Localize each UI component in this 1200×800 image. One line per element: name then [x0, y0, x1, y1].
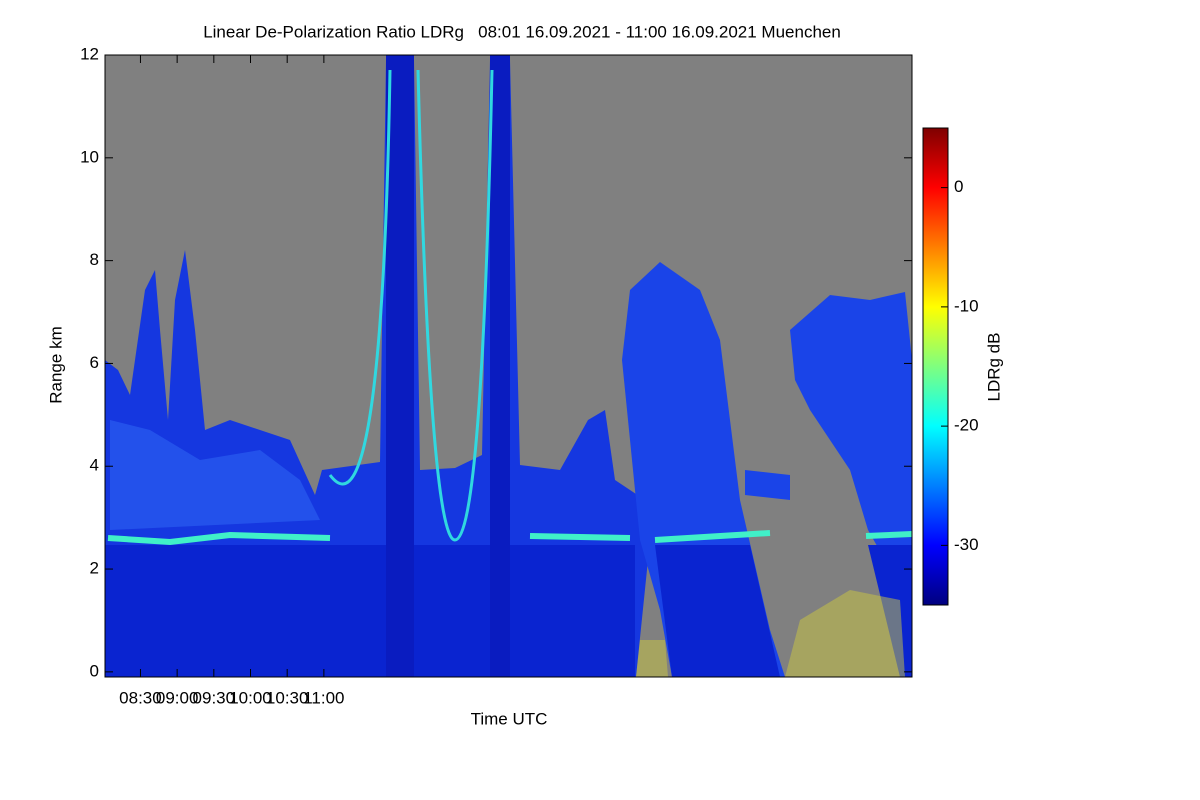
y-tick-label: 0	[90, 661, 99, 680]
y-tick-label: 6	[90, 353, 99, 372]
colorbar-label: LDRg dB	[984, 333, 1003, 402]
x-axis-label: Time UTC	[471, 709, 548, 728]
y-tick-label: 12	[80, 44, 99, 63]
x-tick-label: 09:30	[193, 688, 236, 707]
heatmap-image	[105, 55, 912, 677]
y-axis-label: Range km	[46, 326, 65, 403]
y-tick-label: 8	[90, 250, 99, 269]
y-tick-label: 4	[90, 456, 99, 475]
chart-title: Linear De-Polarization Ratio LDRg 08:01 …	[203, 22, 841, 41]
colorbar	[922, 127, 949, 606]
colorbar-tick-label: -30	[954, 535, 979, 554]
x-tick-label: 09:00	[156, 688, 199, 707]
colorbar-tick-label: -10	[954, 296, 979, 315]
plot-frame	[104, 54, 913, 678]
x-tick-label: 08:30	[119, 688, 162, 707]
y-tick-label: 2	[90, 559, 99, 578]
x-tick-label: 11:00	[303, 688, 344, 707]
x-tick-label: 10:30	[266, 688, 309, 707]
colorbar-tick-label: -20	[954, 416, 979, 435]
colorbar-tick-label: 0	[954, 177, 963, 196]
y-tick-label: 10	[80, 147, 99, 166]
x-tick-label: 10:00	[229, 688, 272, 707]
